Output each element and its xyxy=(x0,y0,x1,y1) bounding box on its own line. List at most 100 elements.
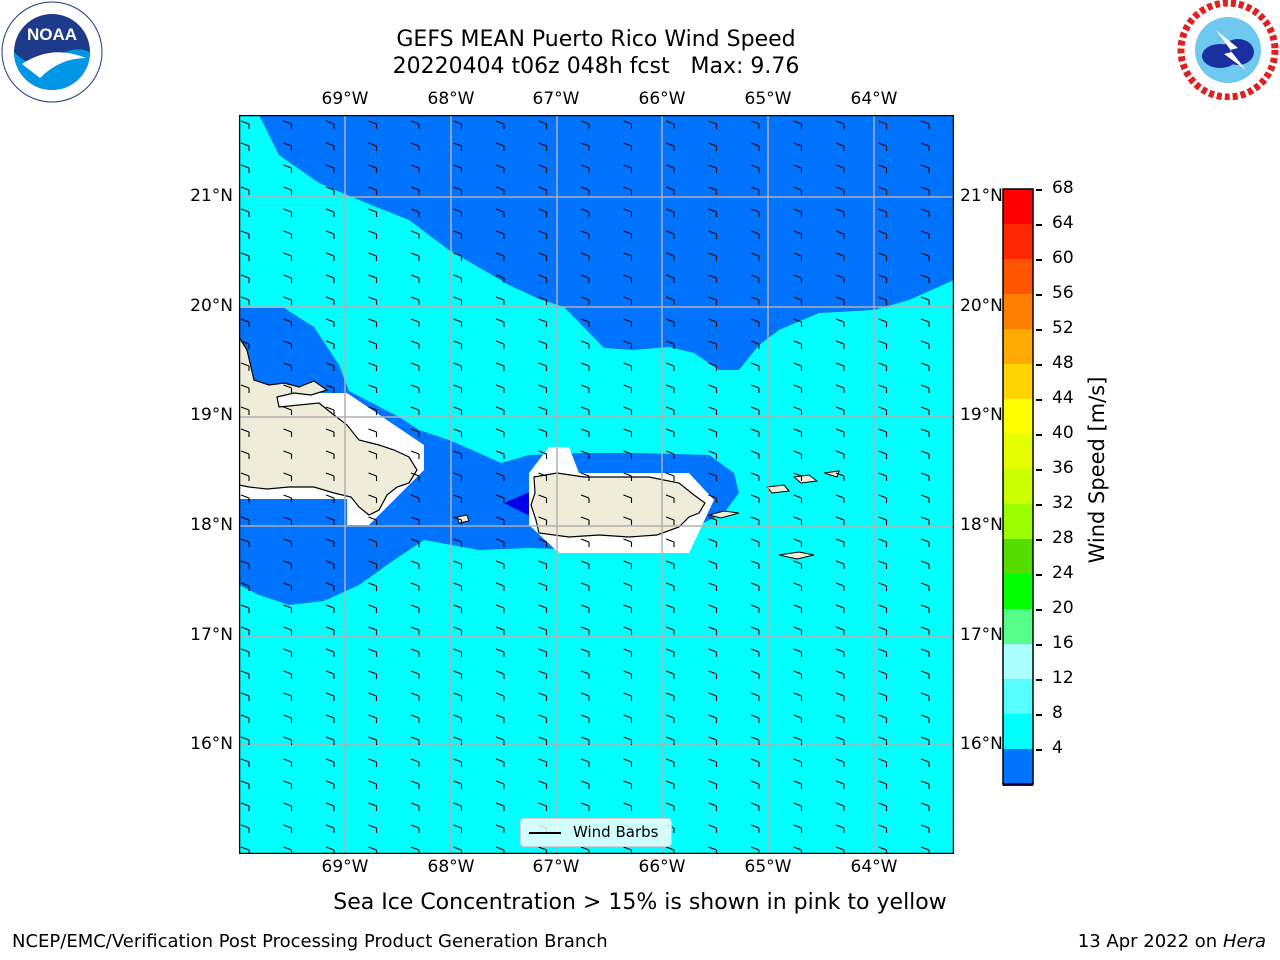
wind-barb xyxy=(665,802,675,811)
wind-barb xyxy=(708,604,718,613)
wind-barb xyxy=(538,164,548,173)
wind-barb xyxy=(750,582,760,591)
colorbar-segment xyxy=(1003,749,1033,784)
wind-barb xyxy=(410,538,420,547)
chart-title: GEFS MEAN Puerto Rico Wind Speed xyxy=(396,27,796,52)
wind-barb xyxy=(708,758,718,767)
colorbar-segment xyxy=(1003,224,1033,259)
wind-barb xyxy=(240,340,250,349)
wind-barb xyxy=(368,230,378,239)
wind-barb xyxy=(453,824,463,833)
wind-barb xyxy=(410,186,420,195)
wind-barb xyxy=(283,362,293,371)
wind-barb xyxy=(410,406,420,415)
wind-barb xyxy=(325,318,335,327)
wind-barb xyxy=(325,670,335,679)
wind-barb xyxy=(665,494,675,503)
wind-barb xyxy=(665,252,675,261)
wind-barb xyxy=(368,120,378,129)
wind-barb xyxy=(325,648,335,657)
wind-barb xyxy=(495,780,505,789)
wind-barb xyxy=(835,670,845,679)
colorbar-tick-label: 12 xyxy=(1052,668,1074,688)
colorbar-tick-label: 52 xyxy=(1052,318,1074,338)
lat-label-left: 20°N xyxy=(190,296,233,316)
noaa-logo-text: NOAA xyxy=(27,25,77,44)
wind-barb xyxy=(538,428,548,437)
lat-label-right: 16°N xyxy=(960,734,1003,754)
wind-barb xyxy=(878,824,888,833)
wind-barb xyxy=(623,560,633,569)
wind-barb xyxy=(410,780,420,789)
wind-barb xyxy=(665,362,675,371)
wind-barb xyxy=(368,164,378,173)
wind-barb xyxy=(793,736,803,745)
wind-barb xyxy=(878,428,888,437)
wind-barb xyxy=(283,428,293,437)
wind-barb xyxy=(453,670,463,679)
wind-barb xyxy=(453,472,463,481)
wind-barb xyxy=(538,274,548,283)
wind-barb xyxy=(750,472,760,481)
wind-barb xyxy=(495,406,505,415)
wind-barb xyxy=(920,670,930,679)
wind-barb xyxy=(410,626,420,635)
wind-barb xyxy=(920,560,930,569)
wind-barb xyxy=(793,450,803,459)
wind-barb xyxy=(623,340,633,349)
wind-barb xyxy=(325,406,335,415)
wind-barb xyxy=(580,758,590,767)
wind-barb xyxy=(793,670,803,679)
wind-barb xyxy=(410,516,420,525)
wind-barb xyxy=(623,450,633,459)
wind-barb xyxy=(538,186,548,195)
wind-barb xyxy=(708,120,718,129)
wind-barb xyxy=(368,362,378,371)
wind-barb xyxy=(495,560,505,569)
wind-barb xyxy=(538,406,548,415)
wind-barb xyxy=(240,296,250,305)
wind-barb xyxy=(835,362,845,371)
wind-barb xyxy=(538,120,548,129)
wind-barb xyxy=(410,736,420,745)
wind-barb xyxy=(750,780,760,789)
wind-barb xyxy=(623,626,633,635)
wind-barb xyxy=(240,692,250,701)
wind-barb xyxy=(325,538,335,547)
wind-barb xyxy=(410,824,420,833)
wind-barb xyxy=(580,428,590,437)
wind-barb xyxy=(835,780,845,789)
wind-barb xyxy=(538,736,548,745)
wind-barb xyxy=(920,538,930,547)
wind-barb xyxy=(325,516,335,525)
wind-barb xyxy=(708,296,718,305)
lon-label-bottom: 66°W xyxy=(638,857,686,877)
wind-barb xyxy=(325,582,335,591)
colorbar-tick-label: 68 xyxy=(1052,178,1074,198)
wind-barb xyxy=(453,626,463,635)
wind-barb xyxy=(495,142,505,151)
wind-barb xyxy=(538,604,548,613)
wind-barb xyxy=(410,648,420,657)
wind-barb xyxy=(325,450,335,459)
wind-barb xyxy=(240,538,250,547)
colorbar-title: Wind Speed [m/s] xyxy=(1085,376,1109,564)
wind-barb xyxy=(368,560,378,569)
wind-barb xyxy=(580,538,590,547)
lat-label-right: 18°N xyxy=(960,515,1003,535)
wind-barb xyxy=(495,582,505,591)
wind-barb xyxy=(835,538,845,547)
wind-barb xyxy=(708,670,718,679)
lon-label-top: 68°W xyxy=(427,89,475,109)
wind-barb xyxy=(410,494,420,503)
wind-barb xyxy=(750,120,760,129)
wind-barb xyxy=(623,714,633,723)
wind-barb xyxy=(878,604,888,613)
wind-barb xyxy=(410,582,420,591)
wind-barb xyxy=(920,428,930,437)
wind-barb xyxy=(623,648,633,657)
wind-barb xyxy=(708,340,718,349)
wind-barb xyxy=(793,824,803,833)
wind-barb xyxy=(410,450,420,459)
wind-barb xyxy=(665,142,675,151)
